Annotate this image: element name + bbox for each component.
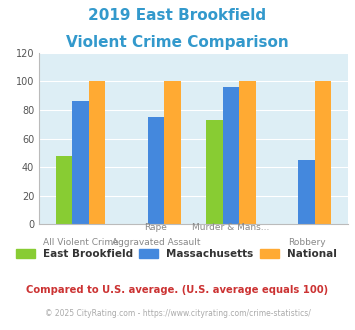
Legend: East Brookfield, Massachusetts, National: East Brookfield, Massachusetts, National [16,249,337,259]
Bar [148,117,164,224]
Text: Murder & Mans...: Murder & Mans... [192,223,270,232]
Text: Violent Crime Comparison: Violent Crime Comparison [66,35,289,50]
Bar [89,82,105,224]
Text: 2019 East Brookfield: 2019 East Brookfield [88,8,267,23]
Text: Compared to U.S. average. (U.S. average equals 100): Compared to U.S. average. (U.S. average … [26,285,329,295]
Text: All Violent Crime: All Violent Crime [43,238,118,247]
Bar [206,120,223,224]
Bar [298,160,315,224]
Text: Aggravated Assault: Aggravated Assault [111,238,200,247]
Text: Rape: Rape [144,223,167,232]
Bar [72,101,89,224]
Bar [239,82,256,224]
Bar [56,156,72,224]
Bar [164,82,181,224]
Text: © 2025 CityRating.com - https://www.cityrating.com/crime-statistics/: © 2025 CityRating.com - https://www.city… [45,309,310,317]
Bar [315,82,331,224]
Bar [223,87,239,224]
Text: Robbery: Robbery [288,238,325,247]
